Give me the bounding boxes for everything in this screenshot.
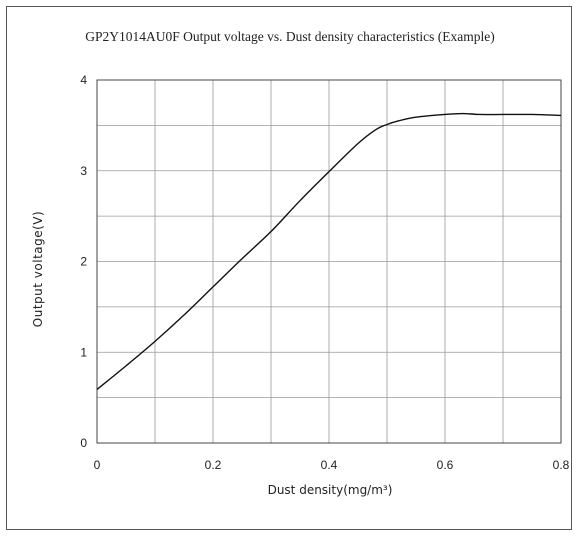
y-tick-label: 0: [80, 436, 87, 450]
x-tick-label: 0: [94, 458, 101, 472]
x-axis-label: Dust density(mg/m³): [267, 483, 393, 497]
plot-border: [96, 79, 562, 444]
y-tick-label: 4: [80, 73, 87, 87]
y-tick-label: 1: [80, 345, 87, 359]
x-tick-label: 0.6: [437, 458, 454, 472]
series-line: [96, 112, 562, 391]
y-tick-label: 2: [80, 255, 87, 269]
chart-title: GP2Y1014AU0F Output voltage vs. Dust den…: [85, 29, 495, 44]
x-tick-label: 0.4: [321, 458, 338, 472]
x-tick-label: 0.2: [205, 458, 222, 472]
x-tick-label: 0.8: [553, 458, 570, 472]
y-tick-label: 3: [80, 164, 87, 178]
